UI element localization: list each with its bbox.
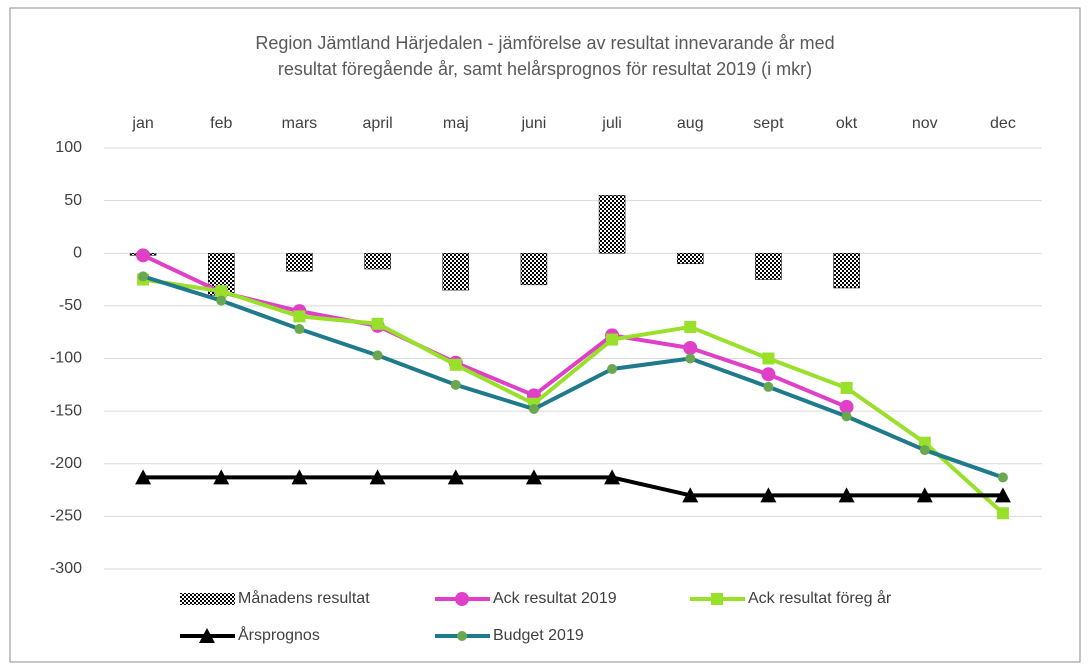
bar — [677, 253, 704, 265]
marker — [760, 487, 777, 503]
x-tick-label: dec — [990, 115, 1016, 132]
y-tick-label: -50 — [59, 297, 82, 314]
bar — [364, 253, 391, 270]
marker — [838, 487, 855, 503]
marker — [213, 469, 230, 485]
marker — [138, 271, 149, 282]
legend-swatch — [180, 593, 235, 605]
line — [142, 253, 848, 409]
x-tick-label: juni — [520, 115, 546, 132]
legend-label: Årsprognos — [238, 625, 320, 644]
line — [142, 274, 1004, 480]
marker — [763, 381, 774, 392]
y-tick-label: -250 — [50, 508, 82, 525]
x-tick-label: feb — [210, 115, 232, 132]
x-tick-label: maj — [443, 115, 469, 132]
marker — [711, 593, 723, 605]
marker — [994, 487, 1011, 503]
y-tick-label: -100 — [50, 350, 82, 367]
marker — [761, 367, 776, 382]
bar — [755, 253, 782, 280]
marker — [215, 285, 228, 298]
bar — [286, 253, 313, 272]
marker — [372, 350, 383, 361]
bar — [520, 253, 548, 286]
marker — [450, 379, 461, 390]
marker — [685, 353, 696, 364]
marker — [840, 381, 853, 394]
x-tick-label: jan — [131, 115, 153, 132]
marker — [199, 628, 215, 643]
marker — [371, 317, 384, 330]
bar — [598, 195, 626, 254]
marker — [684, 320, 697, 333]
x-tick-label: sept — [753, 115, 784, 132]
marker — [449, 358, 462, 371]
x-tick-label: april — [362, 115, 392, 132]
legend-label: Budget 2019 — [493, 627, 584, 644]
marker — [135, 469, 152, 485]
marker — [293, 310, 306, 323]
marker — [294, 324, 305, 335]
marker — [606, 333, 619, 346]
marker — [841, 411, 852, 422]
marker — [136, 248, 151, 263]
legend-label: Ack resultat föreg år — [748, 589, 892, 607]
marker — [997, 472, 1008, 483]
marker — [525, 469, 542, 485]
x-tick-label: nov — [912, 115, 938, 132]
marker — [918, 436, 931, 449]
bar — [833, 253, 860, 289]
marker — [762, 352, 775, 365]
y-tick-label: 0 — [73, 244, 82, 261]
legend-label: Ack resultat 2019 — [493, 590, 617, 607]
y-tick-label: 50 — [64, 192, 82, 209]
x-tick-label: aug — [677, 115, 704, 132]
marker — [604, 469, 621, 485]
marker — [447, 469, 464, 485]
chart-title: resultat föregående år, samt helårsprogn… — [278, 59, 812, 79]
marker — [916, 487, 933, 503]
marker — [216, 295, 227, 306]
marker — [919, 445, 930, 456]
line — [143, 475, 1003, 498]
x-tick-label: juli — [601, 115, 622, 132]
marker — [839, 399, 854, 414]
marker — [528, 404, 539, 415]
marker — [996, 507, 1009, 520]
x-tick-label: okt — [836, 115, 858, 132]
line — [142, 277, 1005, 515]
marker — [682, 487, 699, 503]
marker — [683, 340, 698, 355]
x-tick-label: mars — [282, 115, 318, 132]
marker — [457, 631, 467, 641]
y-tick-label: -300 — [50, 560, 82, 577]
marker — [455, 592, 469, 606]
chart-title: Region Jämtland Härjedalen - jämförelse … — [255, 33, 834, 53]
marker — [291, 469, 308, 485]
chart-border — [9, 7, 1081, 663]
marker — [607, 364, 618, 375]
y-tick-label: -150 — [50, 402, 82, 419]
y-tick-label: 100 — [55, 139, 82, 156]
bar — [442, 253, 469, 291]
y-tick-label: -200 — [50, 455, 82, 472]
legend-label: Månadens resultat — [238, 589, 370, 607]
marker — [369, 469, 386, 485]
